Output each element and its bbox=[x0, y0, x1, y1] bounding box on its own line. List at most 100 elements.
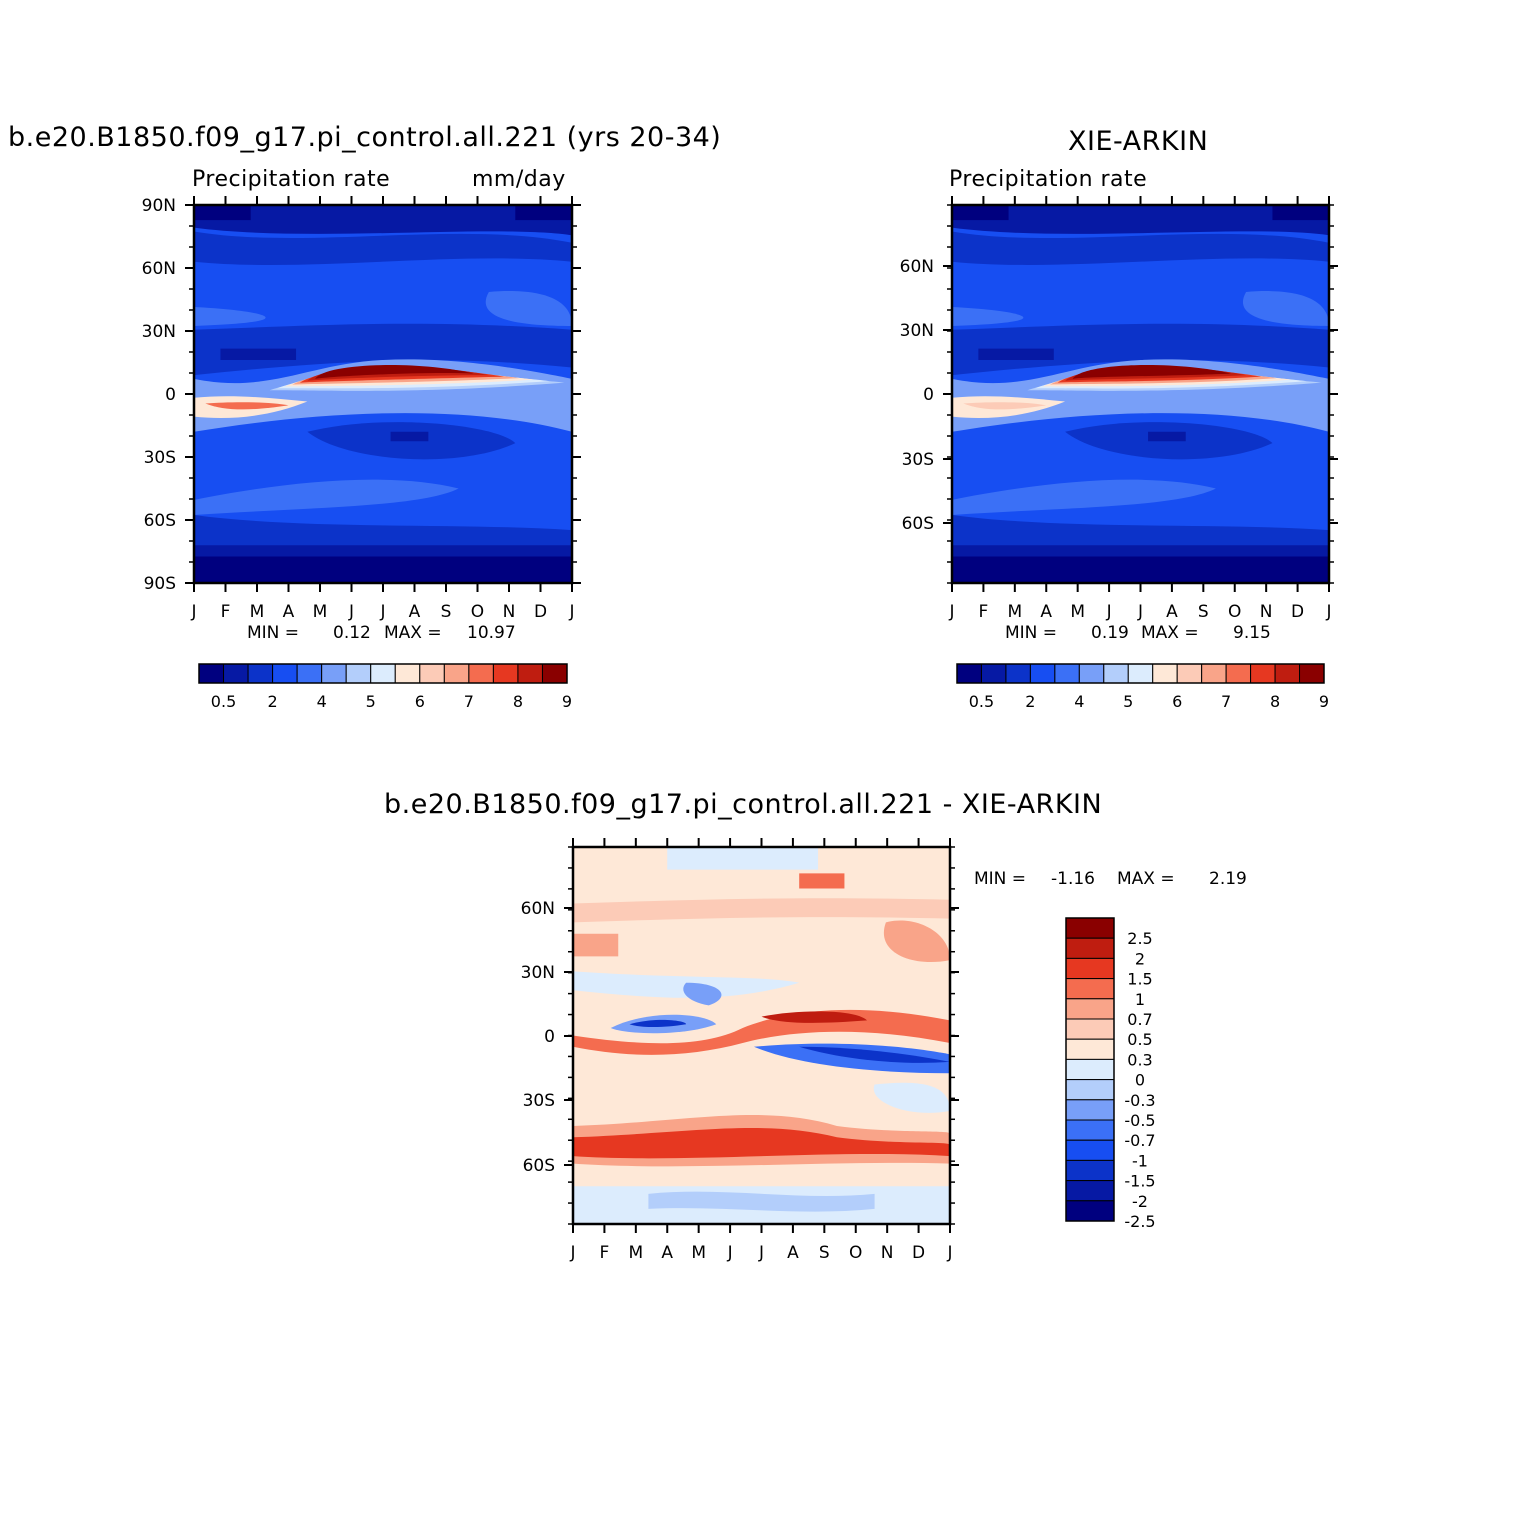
diff-colorbar-label: 2 bbox=[1135, 949, 1145, 968]
diff-max-label: MAX = bbox=[1117, 869, 1175, 889]
diff-itcz-core bbox=[761, 1011, 868, 1023]
sh-storm-track bbox=[952, 479, 1216, 515]
obs-xtick-label: M bbox=[1070, 602, 1085, 622]
model-ytick-label: 90S bbox=[144, 574, 176, 594]
diff-60n-blob2 bbox=[883, 920, 950, 963]
obs-xtick-label: J bbox=[948, 602, 954, 622]
model-colorbar-box bbox=[443, 663, 470, 684]
north-polar-core bbox=[194, 205, 251, 221]
diff-colorbar-label: -0.5 bbox=[1124, 1111, 1155, 1130]
model-ytick-label: 60N bbox=[142, 259, 176, 279]
obs-ytick-label: 30S bbox=[902, 450, 934, 470]
obs-xtick-label: A bbox=[1166, 602, 1178, 622]
obs-colorbar-label: 0.5 bbox=[969, 692, 994, 711]
model-colorbar-box bbox=[296, 663, 323, 684]
diff-colorbar-box bbox=[1065, 978, 1115, 1000]
diff-colorbar-box bbox=[1065, 1079, 1115, 1101]
model-xtick-label: S bbox=[441, 602, 452, 622]
model-xtick-label: J bbox=[348, 602, 354, 622]
obs-xtick-label: M bbox=[1007, 602, 1022, 622]
model-ytick-label: 0 bbox=[165, 385, 176, 405]
nh-dry-core bbox=[220, 348, 297, 360]
diff-xtick-label: A bbox=[661, 1243, 673, 1263]
south-polar-core bbox=[952, 556, 1329, 583]
diff-xtick-label: J bbox=[569, 1243, 575, 1263]
sh-storm-track bbox=[194, 479, 459, 515]
diff-colorbar-box bbox=[1065, 1139, 1115, 1161]
model-xtick-label: F bbox=[221, 602, 231, 622]
model-xtick-label: D bbox=[534, 602, 547, 622]
obs-ytick-label: 60S bbox=[902, 514, 934, 534]
obs-ytick-label: 0 bbox=[923, 385, 934, 405]
obs-colorbar-box bbox=[1274, 663, 1301, 684]
model-colorbar-box bbox=[272, 663, 298, 684]
diff-xtick-label: F bbox=[600, 1243, 610, 1263]
obs-colorbar-box bbox=[1299, 663, 1325, 684]
diff-colorbar-box bbox=[1065, 1038, 1115, 1060]
obs-colorbar-box bbox=[1127, 663, 1154, 684]
diff-colorbar-label: 0.3 bbox=[1127, 1050, 1152, 1069]
obs-colorbar-label: 5 bbox=[1123, 692, 1133, 711]
diff-colorbar-box bbox=[1065, 1180, 1115, 1202]
obs-colorbar-box bbox=[1225, 663, 1252, 684]
diff-blue-anom1-core bbox=[629, 1019, 687, 1028]
model-colorbar-box bbox=[419, 663, 445, 684]
obs-xtick-label: D bbox=[1291, 602, 1304, 622]
diff-min-value: -1.16 bbox=[1051, 869, 1095, 889]
obs-min-value: 0.19 bbox=[1091, 623, 1129, 643]
model-colorbar-box bbox=[492, 663, 519, 684]
diff-max-value: 2.19 bbox=[1209, 869, 1247, 889]
obs-xtick-label: S bbox=[1198, 602, 1209, 622]
obs-xtick-label: A bbox=[1040, 602, 1052, 622]
diff-colorbar-box bbox=[1065, 998, 1115, 1020]
sh-dry-core bbox=[390, 431, 429, 442]
north-high-band bbox=[952, 231, 1329, 265]
obs-xtick-label: O bbox=[1228, 602, 1241, 622]
diff-colorbar-label: -2 bbox=[1132, 1192, 1148, 1211]
nh-subtropics bbox=[194, 323, 572, 376]
north-polar bbox=[952, 205, 1329, 236]
model-ytick-label: 30N bbox=[142, 322, 176, 342]
obs-colorbar-box bbox=[1201, 663, 1227, 684]
nh-midlat-blob2 bbox=[485, 291, 572, 326]
nh-midlat-blob bbox=[194, 307, 266, 326]
obs-colorbar-label: 4 bbox=[1074, 692, 1084, 711]
model-colorbar-label: 7 bbox=[464, 692, 474, 711]
obs-xtick-label: J bbox=[1325, 602, 1331, 622]
diff-xtick-label: M bbox=[628, 1243, 643, 1263]
diff-colorbar-label: 0.7 bbox=[1127, 1010, 1152, 1029]
diff-panel-title: b.e20.B1850.f09_g17.pi_control.all.221 -… bbox=[384, 789, 1103, 820]
model-ytick-label: 60S bbox=[144, 511, 176, 531]
south-polar-core bbox=[194, 556, 572, 583]
model-xtick-label: J bbox=[379, 602, 385, 622]
obs-xtick-label: F bbox=[979, 602, 989, 622]
model-xtick-label: A bbox=[409, 602, 421, 622]
model-xtick-label: J bbox=[190, 602, 196, 622]
sh-high-band bbox=[194, 514, 572, 553]
diff-colorbar-label: 1.5 bbox=[1127, 970, 1152, 989]
obs-colorbar-box bbox=[1005, 663, 1031, 684]
obs-colorbar-box bbox=[956, 663, 982, 684]
diff-colorbar-box bbox=[1065, 917, 1115, 939]
diff-colorbar-label: 0 bbox=[1135, 1071, 1145, 1090]
sh-high-band bbox=[952, 514, 1329, 553]
diff-colorbar-label: 0.5 bbox=[1127, 1030, 1152, 1049]
diff-xtick-label: M bbox=[691, 1243, 706, 1263]
diff-xtick-label: J bbox=[727, 1243, 733, 1263]
diff-60n-band bbox=[573, 898, 950, 923]
north-high-band bbox=[194, 231, 572, 265]
model-max-value: 10.97 bbox=[467, 623, 516, 643]
diff-field bbox=[573, 847, 950, 1224]
model-xtick-label: N bbox=[503, 602, 516, 622]
diff-ytick-label: 30S bbox=[523, 1091, 555, 1111]
obs-panel-title: XIE-ARKIN bbox=[1068, 126, 1209, 157]
north-polar-core2 bbox=[515, 205, 572, 221]
model-colorbar-box bbox=[468, 663, 494, 684]
obs-colorbar-label: 6 bbox=[1172, 692, 1182, 711]
model-colorbar-label: 8 bbox=[513, 692, 523, 711]
model-colorbar-label: 5 bbox=[366, 692, 376, 711]
diff-xtick-label: J bbox=[946, 1243, 952, 1263]
diff-ytick-label: 60N bbox=[521, 899, 555, 919]
obs-colorbar-box bbox=[1250, 663, 1276, 684]
obs-max-label: MAX = bbox=[1141, 623, 1199, 643]
